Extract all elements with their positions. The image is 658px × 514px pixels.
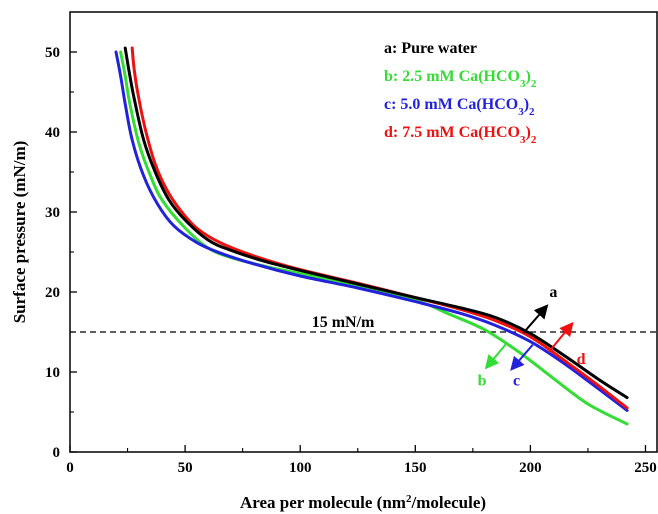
- x-tick-label: 100: [289, 460, 312, 476]
- axis-ticks: 0 50 100 150 200 250 0 10 20 30 40 50: [45, 45, 657, 476]
- x-tick-label: 200: [519, 460, 542, 476]
- legend-entry-d: d: 7.5 mM Ca(HCO3)2: [384, 124, 537, 146]
- arrow-a: [522, 304, 549, 334]
- series-line-a: [123, 46, 629, 400]
- y-tick-label: 20: [45, 285, 60, 301]
- legend-entry-a: a: Pure water: [384, 40, 477, 57]
- series-line-b: [119, 50, 629, 426]
- legend: a: Pure water b: 2.5 mM Ca(HCO3)2 c: 5.0 m…: [384, 40, 537, 146]
- series-line-d: [130, 46, 629, 410]
- series-line-c: [114, 50, 629, 412]
- x-tick-label: 150: [404, 460, 427, 476]
- reference-line-label: 15 mN/m: [312, 314, 375, 331]
- y-tick-label: 50: [45, 45, 60, 61]
- arrow-b: [484, 341, 509, 370]
- arrow-d: [548, 321, 574, 353]
- series-lines: [114, 46, 629, 426]
- y-tick-label: 10: [45, 365, 60, 381]
- x-tick-label: 50: [178, 460, 193, 476]
- x-tick-label: 0: [66, 460, 74, 476]
- plot-frame: [69, 11, 658, 453]
- y-tick-label: 0: [53, 445, 61, 461]
- annotation-d: d: [577, 351, 586, 368]
- arrow-c: [510, 344, 534, 371]
- curve-annotations: a b c d: [478, 284, 586, 390]
- legend-entry-c: c: 5.0 mM Ca(HCO3)2: [384, 96, 535, 118]
- annotation-b: b: [478, 373, 487, 390]
- legend-entry-b: b: 2.5 mM Ca(HCO3)2: [384, 68, 537, 90]
- annotation-a: a: [549, 284, 557, 301]
- y-axis-title: Surface pressure (mN/m): [10, 141, 29, 324]
- x-axis-title: Area per molecule (nm2/molecule): [240, 493, 486, 512]
- y-tick-label: 30: [45, 205, 60, 221]
- x-tick-label: 250: [634, 460, 657, 476]
- annotation-c: c: [513, 373, 520, 390]
- y-tick-label: 40: [45, 125, 60, 141]
